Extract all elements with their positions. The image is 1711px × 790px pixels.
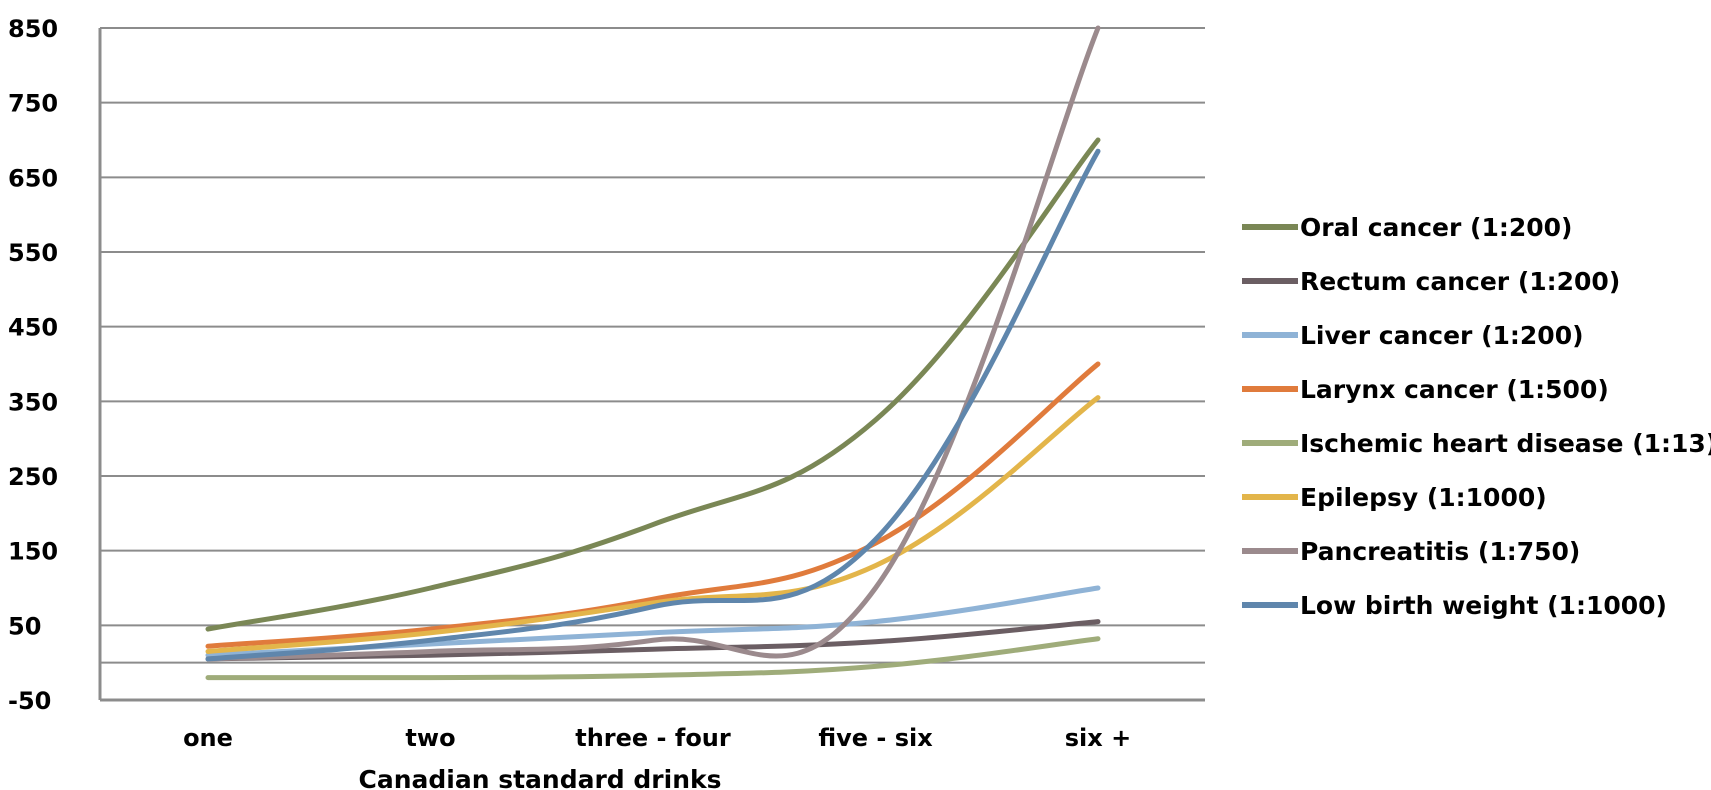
legend-label: Oral cancer (1:200) <box>1300 213 1572 242</box>
y-tick-label: 550 <box>8 239 58 267</box>
y-tick-label: 50 <box>8 612 41 640</box>
series-line-1 <box>205 137 1101 632</box>
series-line-7 <box>205 25 1101 662</box>
y-tick-label: 450 <box>8 314 58 342</box>
y-tick-label: 150 <box>8 538 58 566</box>
legend-label: Epilepsy (1:1000) <box>1300 483 1547 512</box>
x-axis-title: Canadian standard drinks <box>358 765 721 790</box>
legend-label: Ischemic heart disease (1:13) <box>1300 429 1711 458</box>
x-tick-label: three - four <box>575 724 731 752</box>
legend-label: Low birth weight (1:1000) <box>1300 591 1667 620</box>
y-tick-label: 750 <box>8 90 58 118</box>
series-line-8 <box>205 148 1101 662</box>
y-tick-label: 350 <box>8 388 58 416</box>
series-line-6 <box>205 395 1101 654</box>
x-tick-label: six + <box>1065 724 1131 752</box>
legend-label: Pancreatitis (1:750) <box>1300 537 1580 566</box>
y-tick-label: 850 <box>8 15 58 43</box>
gridlines <box>100 27 1205 664</box>
y-tick-label: 250 <box>8 463 58 491</box>
x-tick-label: two <box>405 724 455 752</box>
series-line-4 <box>205 361 1101 649</box>
x-tick-label: five - six <box>818 724 933 752</box>
legend-label: Rectum cancer (1:200) <box>1300 267 1620 296</box>
legend: Oral cancer (1:200) Rectum cancer (1:200)… <box>1242 213 1711 620</box>
series-line-5 <box>205 636 1101 681</box>
y-tick-label: -50 <box>8 687 51 715</box>
y-tick-label: 650 <box>8 164 58 192</box>
x-axis-tick-labels: one two three - four five - six six + <box>183 724 1131 752</box>
axes <box>98 28 1205 702</box>
x-tick-label: one <box>183 724 233 752</box>
y-axis-tick-labels: 850 750 650 550 450 350 250 150 50 -50 <box>8 15 58 715</box>
legend-label: Liver cancer (1:200) <box>1300 321 1584 350</box>
legend-label: Larynx cancer (1:500) <box>1300 375 1609 404</box>
series-lines <box>205 25 1101 681</box>
